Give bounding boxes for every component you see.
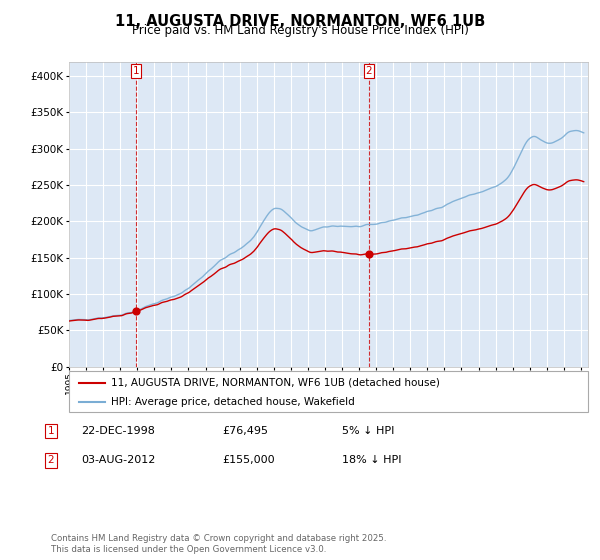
Text: 1: 1	[133, 66, 139, 76]
Text: 1: 1	[47, 426, 55, 436]
Text: £155,000: £155,000	[222, 455, 275, 465]
Text: Contains HM Land Registry data © Crown copyright and database right 2025.
This d: Contains HM Land Registry data © Crown c…	[51, 534, 386, 554]
Text: 2: 2	[47, 455, 55, 465]
Text: £76,495: £76,495	[222, 426, 268, 436]
Text: 03-AUG-2012: 03-AUG-2012	[81, 455, 155, 465]
Text: 11, AUGUSTA DRIVE, NORMANTON, WF6 1UB (detached house): 11, AUGUSTA DRIVE, NORMANTON, WF6 1UB (d…	[110, 377, 439, 388]
Text: 18% ↓ HPI: 18% ↓ HPI	[342, 455, 401, 465]
Point	[131, 307, 140, 316]
Point	[364, 250, 374, 259]
FancyBboxPatch shape	[69, 371, 588, 412]
Text: Price paid vs. HM Land Registry's House Price Index (HPI): Price paid vs. HM Land Registry's House …	[131, 24, 469, 37]
Text: 5% ↓ HPI: 5% ↓ HPI	[342, 426, 394, 436]
Text: HPI: Average price, detached house, Wakefield: HPI: Average price, detached house, Wake…	[110, 396, 354, 407]
Text: 2: 2	[366, 66, 373, 76]
Text: 11, AUGUSTA DRIVE, NORMANTON, WF6 1UB: 11, AUGUSTA DRIVE, NORMANTON, WF6 1UB	[115, 14, 485, 29]
Text: 22-DEC-1998: 22-DEC-1998	[81, 426, 155, 436]
